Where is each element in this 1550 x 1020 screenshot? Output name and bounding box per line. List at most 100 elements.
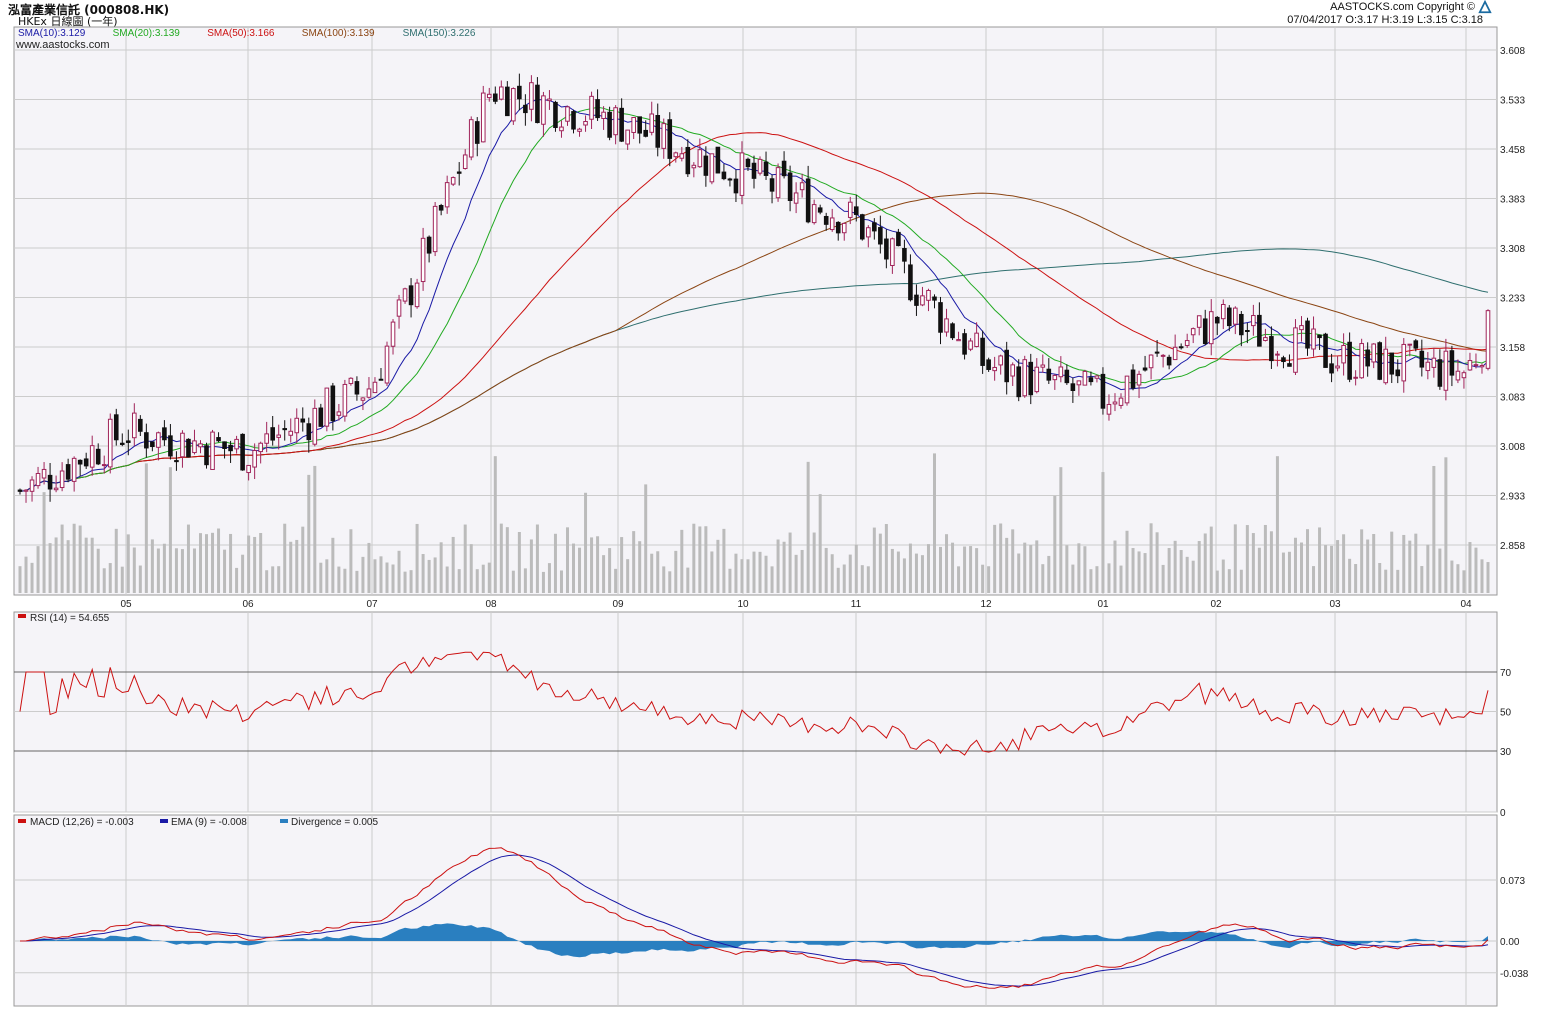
volume-bar — [1330, 545, 1334, 593]
volume-bar — [319, 562, 323, 593]
volume-bar — [698, 526, 702, 593]
candle-body — [456, 171, 462, 174]
candle-body — [1124, 375, 1130, 404]
candle-body — [492, 93, 498, 102]
volume-bar — [277, 566, 281, 593]
volume-bar — [1324, 545, 1328, 593]
candle-body — [276, 434, 282, 438]
candle-body — [505, 86, 510, 117]
candle-body — [1377, 342, 1383, 380]
volume-bar — [192, 548, 196, 593]
volume-bar — [186, 524, 190, 593]
candle-body — [180, 432, 185, 458]
candle-body — [360, 397, 366, 401]
candle-body — [1040, 364, 1046, 368]
volume-bar — [427, 559, 431, 593]
candle-body — [1028, 361, 1034, 396]
candle-body — [535, 84, 540, 124]
volume-bar — [174, 548, 178, 593]
volume-bar — [1269, 531, 1273, 593]
volume-bar — [866, 566, 870, 593]
candle-body — [1485, 310, 1491, 369]
candle-body — [1347, 341, 1352, 380]
volume-bar — [1486, 562, 1490, 593]
candle-body — [499, 86, 504, 100]
volume-bar — [1299, 542, 1303, 593]
volume-bar — [1233, 524, 1237, 593]
volume-bar — [42, 492, 46, 593]
candle-body — [1269, 336, 1274, 362]
legend-sma10: SMA(10):3.129 — [18, 28, 86, 39]
volume-bar — [1336, 540, 1340, 593]
volume-bar — [445, 566, 449, 593]
candle-body — [390, 321, 396, 347]
candle-body — [17, 489, 23, 492]
candle-body — [1443, 350, 1449, 391]
candle-body — [414, 282, 420, 308]
panel-1 — [13, 26, 1498, 596]
candle-body — [1383, 348, 1389, 384]
candle-body — [144, 432, 149, 449]
volume-bar — [156, 548, 160, 593]
candle-body — [733, 178, 739, 194]
candle-body — [841, 222, 847, 234]
volume-bar — [90, 537, 94, 593]
candle-body — [1413, 340, 1419, 349]
volume-bar — [1095, 566, 1099, 593]
candle-body — [1172, 346, 1178, 361]
volume-bar — [1227, 569, 1231, 593]
volume-bar — [644, 484, 648, 593]
volume-bar — [379, 556, 383, 593]
volume-bar — [463, 524, 467, 593]
candle-body — [1076, 380, 1082, 386]
candle-body — [884, 238, 889, 260]
candle-body — [896, 231, 901, 247]
aastocks-logo-icon — [1478, 0, 1492, 14]
candle-body — [703, 155, 709, 176]
volume-bar — [908, 543, 912, 593]
volume-bar — [716, 539, 720, 593]
volume-bar — [854, 544, 858, 593]
candle-body — [691, 164, 697, 169]
candle-body — [35, 472, 41, 487]
volume-bar — [283, 523, 287, 593]
candle-body — [890, 238, 895, 267]
candle-body — [1311, 328, 1316, 350]
candle-body — [1281, 357, 1286, 363]
chart-subtitle: HKEx 日線圖 (一年) — [18, 15, 118, 28]
volume-bar — [1414, 533, 1418, 593]
candle-body — [709, 153, 715, 183]
volume-bar — [1318, 527, 1322, 593]
candle-body — [1148, 354, 1154, 369]
candle-body — [523, 104, 528, 114]
volume-bar — [1360, 529, 1364, 593]
candle-body — [294, 417, 300, 434]
candle-body — [872, 222, 877, 232]
volume-bar — [914, 553, 918, 593]
x-tick-label: 06 — [242, 599, 254, 610]
volume-bar — [499, 523, 503, 593]
volume-bar — [325, 559, 329, 593]
candle-body — [1034, 366, 1040, 393]
candle-body — [1082, 370, 1088, 386]
candle-body — [980, 337, 985, 366]
volume-bar — [890, 548, 894, 593]
candle-body — [264, 433, 269, 444]
volume-bar — [1474, 547, 1478, 593]
candle-body — [637, 116, 642, 134]
volume-bar — [1071, 564, 1075, 593]
volume-bar — [1468, 542, 1472, 593]
candle-body — [252, 450, 257, 468]
volume-bar — [776, 539, 780, 593]
volume-bar — [1131, 548, 1135, 593]
volume-bar — [1342, 534, 1346, 593]
candle-body — [926, 289, 931, 301]
candle-body — [480, 92, 486, 143]
volume-bar — [830, 554, 834, 593]
candle-body — [384, 345, 390, 384]
volume-bar — [824, 547, 828, 593]
candle-body — [1317, 334, 1322, 339]
candle-body — [595, 99, 600, 119]
candle-body — [1245, 330, 1250, 333]
candle-body — [65, 464, 71, 480]
